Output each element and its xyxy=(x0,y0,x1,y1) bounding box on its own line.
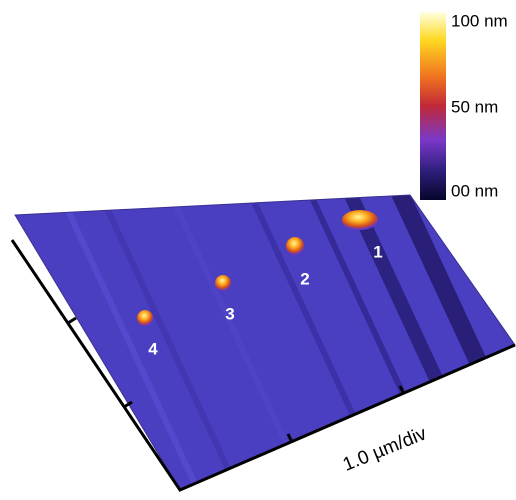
colorbar-label: 50 nm xyxy=(451,97,498,116)
surface xyxy=(14,194,516,491)
particle-label: 4 xyxy=(148,339,158,358)
particle-label: 1 xyxy=(373,242,382,261)
particle-label: 3 xyxy=(225,304,234,323)
particle-label: 2 xyxy=(300,269,309,288)
particles xyxy=(137,210,378,326)
axis-label: 1.0 µm/div xyxy=(340,423,430,476)
colorbar xyxy=(420,12,446,200)
colorbar-label: 100 nm xyxy=(451,11,508,30)
axes xyxy=(10,239,516,492)
colorbar-label: 00 nm xyxy=(451,181,498,200)
